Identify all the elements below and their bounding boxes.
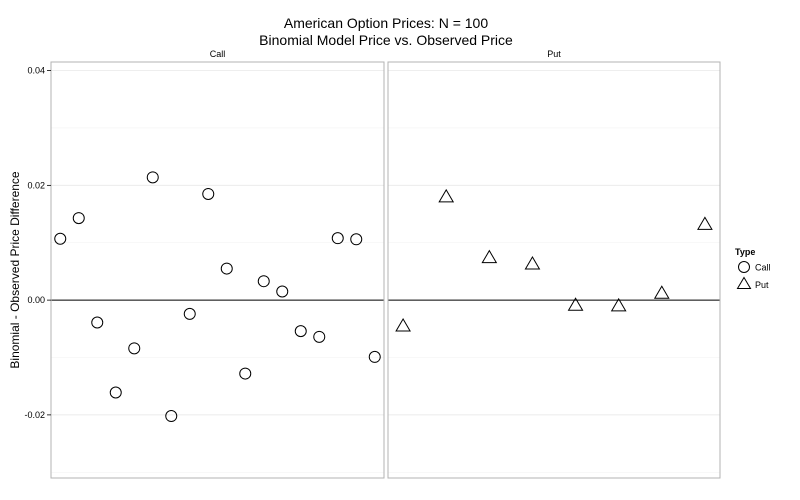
call-point [146, 171, 159, 184]
y-axis-title: Binomial - Observed Price Difference [8, 171, 22, 369]
call-point [313, 330, 326, 343]
put-point [697, 216, 713, 230]
call-point [239, 367, 252, 380]
y-tick-label: 0.04 [27, 66, 45, 76]
call-point [72, 212, 85, 225]
put-point [653, 285, 670, 299]
call-point [183, 307, 196, 320]
panel-strip-label: Call [210, 49, 226, 59]
call-point [257, 275, 270, 288]
chart-title-line2: Binomial Model Price vs. Observed Price [259, 32, 513, 48]
legend-circle-icon [738, 261, 750, 273]
put-point [395, 317, 411, 332]
chart-title-line1: American Option Prices: N = 100 [284, 15, 488, 31]
put-point [567, 297, 584, 311]
call-point [202, 187, 215, 200]
panels-group: Call Put [50, 49, 721, 479]
call-point [331, 232, 344, 245]
legend-label-put: Put [755, 280, 769, 290]
call-point [368, 350, 381, 363]
y-tick-label: 0.00 [27, 295, 45, 305]
y-tick-label: 0.02 [27, 180, 45, 190]
legend-title: Type [735, 247, 755, 257]
put-point [524, 255, 541, 270]
call-point [128, 342, 141, 355]
y-tick-label: -0.02 [24, 410, 45, 420]
call-point [54, 232, 67, 245]
call-point [276, 285, 289, 298]
put-point [438, 188, 455, 203]
legend: Type Call Put [735, 247, 771, 290]
panel-put: Put [387, 49, 721, 479]
call-point [91, 316, 104, 329]
call-point [294, 325, 307, 338]
call-point [109, 386, 122, 399]
call-point [165, 410, 178, 423]
y-ticks-group: -0.02 0.00 0.02 0.04 [24, 66, 51, 420]
panel-border [387, 61, 721, 479]
call-point [350, 233, 363, 246]
put-point [481, 249, 498, 264]
legend-label-call: Call [755, 263, 771, 273]
panel-call: Call [50, 49, 385, 479]
put-point [610, 297, 627, 312]
panel-border [50, 61, 385, 479]
panel-strip-label: Put [547, 49, 561, 59]
call-point [220, 262, 233, 275]
legend-triangle-icon [736, 276, 752, 289]
